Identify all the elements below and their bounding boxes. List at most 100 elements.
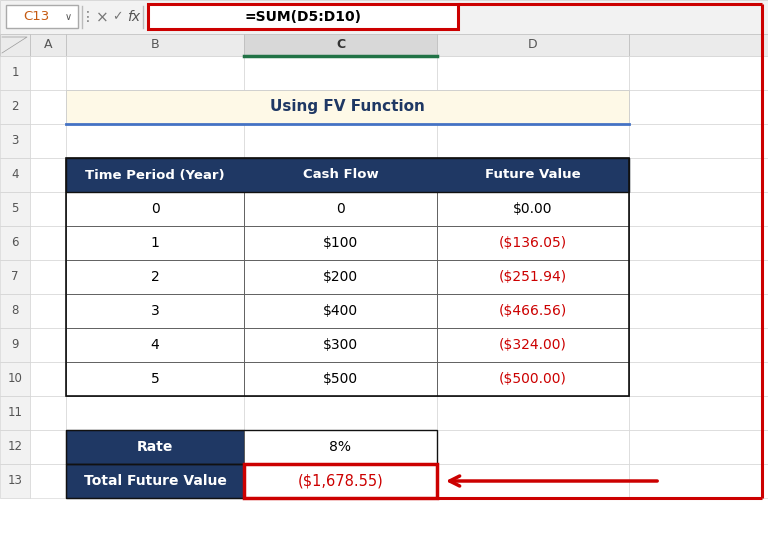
Bar xyxy=(244,430,437,464)
Bar xyxy=(244,124,437,158)
Bar xyxy=(437,192,629,226)
Bar xyxy=(30,124,66,158)
Bar xyxy=(629,396,768,430)
Bar xyxy=(437,34,629,56)
Bar xyxy=(66,294,244,328)
Bar xyxy=(30,260,66,294)
Bar xyxy=(30,430,66,464)
Text: ($1,678.55): ($1,678.55) xyxy=(298,474,383,489)
Text: 2: 2 xyxy=(12,100,18,114)
Text: D: D xyxy=(528,39,538,51)
Text: ×: × xyxy=(96,10,108,25)
Bar xyxy=(244,158,437,192)
Bar xyxy=(629,158,768,192)
Text: Future Value: Future Value xyxy=(485,168,581,182)
Text: $400: $400 xyxy=(323,304,358,318)
Bar xyxy=(30,294,66,328)
Bar xyxy=(66,260,244,294)
Bar xyxy=(437,464,629,498)
Bar xyxy=(437,158,629,192)
Bar xyxy=(629,34,768,56)
Text: 8%: 8% xyxy=(329,440,352,454)
Bar xyxy=(629,226,768,260)
Text: 0: 0 xyxy=(151,202,160,216)
Bar xyxy=(66,362,244,396)
Bar xyxy=(30,464,66,498)
Bar xyxy=(244,226,437,260)
Bar xyxy=(66,192,244,226)
Bar xyxy=(30,362,66,396)
Bar xyxy=(629,362,768,396)
Bar xyxy=(66,226,244,260)
Bar xyxy=(437,362,629,396)
Bar xyxy=(66,464,437,498)
Text: 1: 1 xyxy=(12,66,18,79)
Bar xyxy=(66,158,244,192)
Text: ($251.94): ($251.94) xyxy=(499,270,567,284)
Text: Cash Flow: Cash Flow xyxy=(303,168,379,182)
Bar xyxy=(0,328,30,362)
Text: $500: $500 xyxy=(323,372,358,386)
Bar xyxy=(0,362,30,396)
Bar xyxy=(66,56,244,90)
Text: 12: 12 xyxy=(8,440,22,454)
Bar xyxy=(0,34,768,56)
Bar xyxy=(629,430,768,464)
Text: C13: C13 xyxy=(23,10,49,24)
Bar xyxy=(148,4,458,29)
Bar xyxy=(66,362,244,396)
Bar xyxy=(66,260,244,294)
Text: 5: 5 xyxy=(151,372,160,386)
Bar xyxy=(244,294,437,328)
Text: 4: 4 xyxy=(12,168,18,182)
Bar xyxy=(437,430,629,464)
Bar xyxy=(66,464,244,498)
Bar xyxy=(0,158,30,192)
Bar xyxy=(66,430,244,464)
Bar xyxy=(66,90,629,124)
Bar xyxy=(66,124,244,158)
Bar xyxy=(437,328,629,362)
Bar xyxy=(30,34,66,56)
Bar xyxy=(0,90,30,124)
Bar xyxy=(30,158,66,192)
Bar xyxy=(0,226,30,260)
Text: 5: 5 xyxy=(12,203,18,215)
Bar xyxy=(629,90,768,124)
Bar xyxy=(629,124,768,158)
Bar xyxy=(30,226,66,260)
Bar xyxy=(0,294,30,328)
Bar xyxy=(30,192,66,226)
Bar xyxy=(437,260,629,294)
Bar xyxy=(66,158,629,192)
Bar xyxy=(66,34,244,56)
Bar xyxy=(66,158,244,192)
Bar xyxy=(66,90,244,124)
Bar xyxy=(30,90,66,124)
Bar xyxy=(437,226,629,260)
Bar xyxy=(244,192,437,226)
Text: ✓: ✓ xyxy=(112,10,122,24)
Bar xyxy=(244,396,437,430)
Text: A: A xyxy=(44,39,52,51)
Text: fx: fx xyxy=(127,10,141,24)
Bar xyxy=(30,56,66,90)
Bar xyxy=(437,226,629,260)
Bar xyxy=(437,362,629,396)
Bar xyxy=(0,396,30,430)
Bar xyxy=(244,464,437,498)
Text: Total Future Value: Total Future Value xyxy=(84,474,227,488)
Bar xyxy=(244,158,437,192)
Bar xyxy=(66,328,244,362)
Bar xyxy=(0,56,30,90)
Bar xyxy=(66,430,437,464)
Text: ($136.05): ($136.05) xyxy=(499,236,567,250)
Text: B: B xyxy=(151,39,159,51)
Bar xyxy=(629,192,768,226)
Bar xyxy=(437,260,629,294)
Bar xyxy=(244,260,437,294)
Bar xyxy=(244,34,437,56)
Bar xyxy=(437,90,629,124)
Bar xyxy=(629,260,768,294)
Text: ($466.56): ($466.56) xyxy=(499,304,567,318)
